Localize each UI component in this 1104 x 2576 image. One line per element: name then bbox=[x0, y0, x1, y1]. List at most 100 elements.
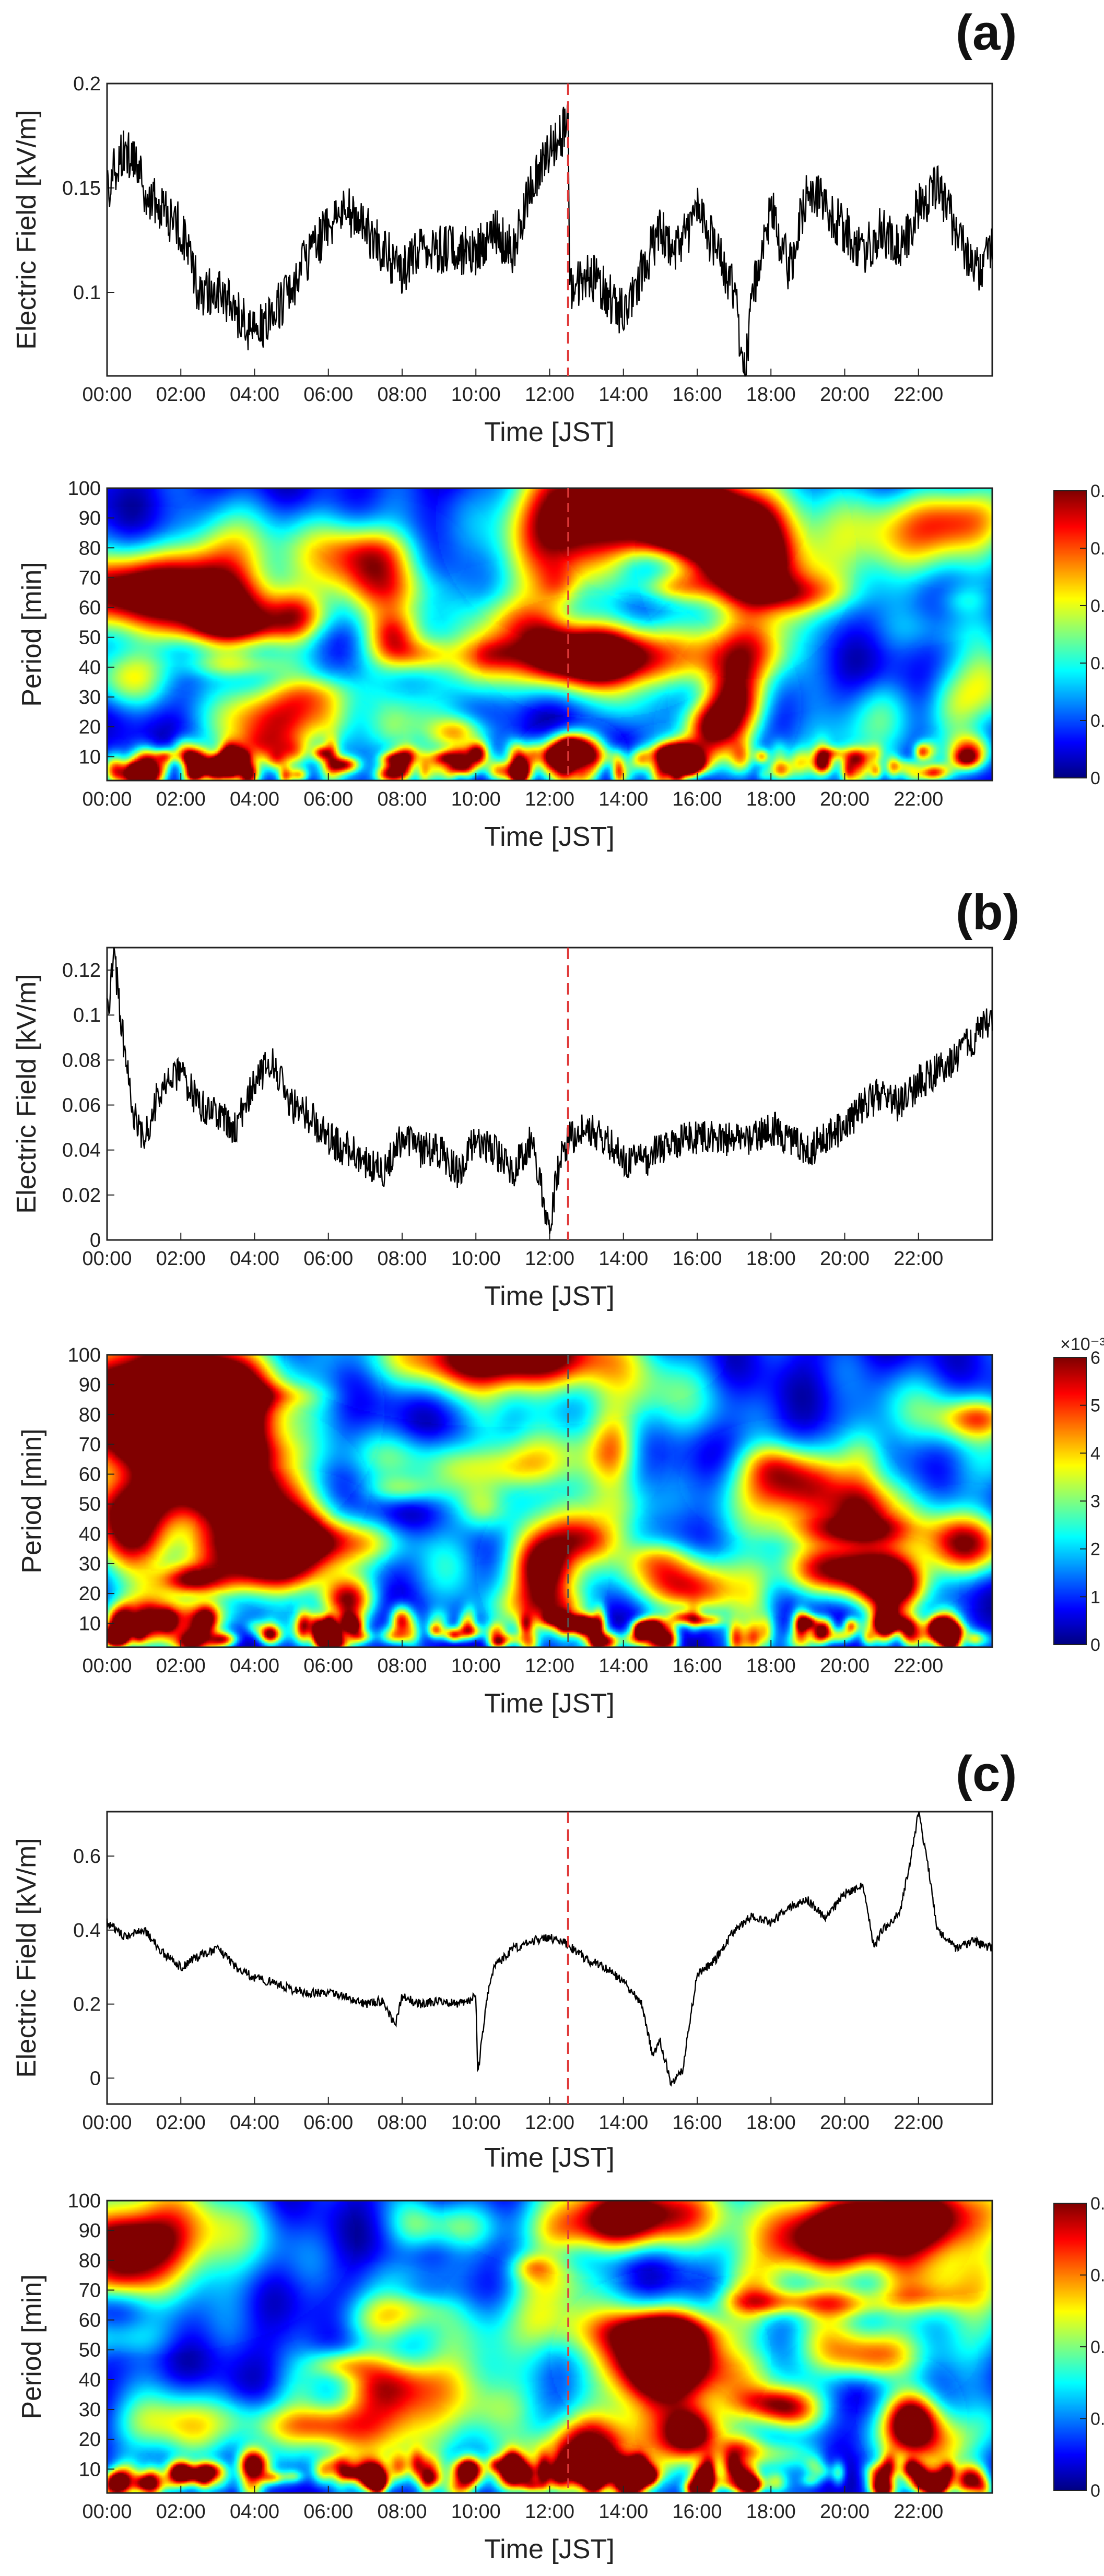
ytick-label: 0.06 bbox=[62, 1095, 101, 1117]
ytick-label: 50 bbox=[79, 1494, 101, 1516]
ytick-label: 0.2 bbox=[73, 73, 101, 95]
ytick-label: 40 bbox=[79, 657, 101, 679]
ytick-label: 0 bbox=[90, 1230, 101, 1251]
xtick-label: 10:00 bbox=[451, 2501, 501, 2523]
colorbar-ticks-c-wavelet: 0 0.01 0.02 0.03 0.04 bbox=[1080, 2194, 1104, 2501]
xtick-label: 02:00 bbox=[156, 2501, 206, 2523]
xticks-c-wavelet: 00:00 02:00 04:00 06:00 08:00 10:00 12:00 14:00… bbox=[82, 2486, 943, 2523]
ytick-label: 0.1 bbox=[73, 1005, 101, 1026]
colorbar-multiplier: ×10⁻³ bbox=[1060, 1334, 1104, 1354]
ytick-label: 0.1 bbox=[73, 282, 101, 304]
colorbar-tick-label: 0.02 bbox=[1090, 2337, 1104, 2357]
xtick-label: 22:00 bbox=[894, 1248, 943, 1270]
ytick-label: 10 bbox=[79, 746, 101, 768]
xlabel-c-line: Time [JST] bbox=[484, 2143, 614, 2173]
xtick-label: 04:00 bbox=[230, 2501, 279, 2523]
colorbar-tick-label: 0.04 bbox=[1090, 2194, 1104, 2214]
ytick-label: 80 bbox=[79, 2250, 101, 2272]
colorbar-tick-label: 0.01 bbox=[1090, 2409, 1104, 2429]
xtick-label: 14:00 bbox=[598, 384, 648, 406]
yticks-a-wavelet: 10 20 30 40 50 60 70 80 90 100 bbox=[68, 478, 114, 768]
colorbar-tick-label: 0.03 bbox=[1090, 2266, 1104, 2286]
xtick-label: 02:00 bbox=[156, 384, 206, 406]
colorbar-tick-label: 2 bbox=[1090, 1540, 1100, 1559]
xtick-label: 10:00 bbox=[451, 384, 501, 406]
xtick-label: 14:00 bbox=[598, 788, 648, 810]
chart-a-wavelet bbox=[106, 487, 1087, 782]
xtick-label: 20:00 bbox=[820, 384, 870, 406]
xtick-label: 02:00 bbox=[156, 788, 206, 810]
xtick-label: 20:00 bbox=[820, 1655, 870, 1677]
xtick-label: 08:00 bbox=[377, 788, 427, 810]
yticks-a-line: 0.1 0.15 0.2 bbox=[62, 73, 114, 304]
colorbar-tick-label: 0.008 bbox=[1090, 539, 1104, 559]
colorbar-tick-label: 0 bbox=[1090, 769, 1100, 788]
ytick-label: 100 bbox=[68, 478, 101, 500]
series-line-a-line bbox=[107, 102, 993, 377]
xtick-label: 04:00 bbox=[230, 788, 279, 810]
xtick-label: 10:00 bbox=[451, 2112, 501, 2134]
xtick-label: 22:00 bbox=[894, 2501, 943, 2523]
xtick-label: 12:00 bbox=[525, 1655, 574, 1677]
xtick-label: 08:00 bbox=[377, 384, 427, 406]
xlabel-c-wavelet: Time [JST] bbox=[484, 2534, 614, 2565]
ytick-label: 100 bbox=[68, 1344, 101, 1366]
xtick-label: 06:00 bbox=[303, 384, 353, 406]
xtick-label: 22:00 bbox=[894, 1655, 943, 1677]
xtick-label: 14:00 bbox=[598, 2112, 648, 2134]
xtick-label: 20:00 bbox=[820, 2112, 870, 2134]
colorbar-tick-label: 0 bbox=[1090, 2481, 1100, 2501]
ytick-label: 50 bbox=[79, 2339, 101, 2361]
colorbar-tick-label: 3 bbox=[1090, 1492, 1100, 1511]
colorbar-tick-label: 0.004 bbox=[1090, 654, 1104, 673]
ytick-label: 10 bbox=[79, 2459, 101, 2480]
xlabel-b-line: Time [JST] bbox=[484, 1281, 614, 1311]
ytick-label: 40 bbox=[79, 1523, 101, 1545]
xlabel-b-wavelet: Time [JST] bbox=[484, 1688, 614, 1719]
colorbar-tick-label: 0.006 bbox=[1090, 596, 1104, 616]
xtick-label: 04:00 bbox=[230, 2112, 279, 2134]
xtick-label: 16:00 bbox=[672, 384, 722, 406]
ytick-label: 90 bbox=[79, 507, 101, 529]
ytick-label: 30 bbox=[79, 2399, 101, 2421]
ytick-label: 50 bbox=[79, 627, 101, 649]
ytick-label: 0.02 bbox=[62, 1185, 101, 1207]
xtick-label: 04:00 bbox=[230, 384, 279, 406]
xtick-label: 10:00 bbox=[451, 788, 501, 810]
xtick-label: 16:00 bbox=[672, 788, 722, 810]
xtick-label: 06:00 bbox=[303, 1655, 353, 1677]
xticks-a-wavelet: 00:00 02:00 04:00 06:00 08:00 10:00 12:00 14:00… bbox=[82, 773, 943, 810]
xtick-label: 18:00 bbox=[746, 788, 796, 810]
xtick-label: 14:00 bbox=[598, 1655, 648, 1677]
xtick-label: 04:00 bbox=[230, 1655, 279, 1677]
ylabel-c-wavelet: Period [min] bbox=[17, 2274, 47, 2419]
chart-c-wavelet bbox=[106, 2200, 1087, 2494]
wavelet-heatmap-a bbox=[107, 488, 992, 781]
xtick-label: 12:00 bbox=[525, 788, 574, 810]
xtick-label: 06:00 bbox=[303, 2501, 353, 2523]
ytick-label: 0.4 bbox=[73, 1920, 101, 1942]
ytick-label: 30 bbox=[79, 1553, 101, 1575]
ytick-label: 20 bbox=[79, 2429, 101, 2451]
ytick-label: 70 bbox=[79, 567, 101, 589]
ytick-label: 90 bbox=[79, 1374, 101, 1396]
xtick-label: 00:00 bbox=[82, 2501, 132, 2523]
colorbar-tick-label: 0 bbox=[1090, 1635, 1100, 1655]
ytick-label: 20 bbox=[79, 1583, 101, 1605]
wavelet-heatmap-c bbox=[107, 2201, 992, 2493]
xtick-label: 22:00 bbox=[894, 2112, 943, 2134]
xtick-label: 16:00 bbox=[672, 1248, 722, 1270]
xtick-label: 12:00 bbox=[525, 2501, 574, 2523]
xtick-label: 06:00 bbox=[303, 788, 353, 810]
xtick-label: 18:00 bbox=[746, 2501, 796, 2523]
xtick-label: 04:00 bbox=[230, 1248, 279, 1270]
colorbar-a bbox=[1054, 491, 1086, 778]
wavelet-heatmap-b bbox=[107, 1355, 992, 1647]
xtick-label: 18:00 bbox=[746, 1655, 796, 1677]
xlabel-a-wavelet: Time [JST] bbox=[484, 822, 614, 852]
xtick-label: 20:00 bbox=[820, 1248, 870, 1270]
ytick-label: 0.08 bbox=[62, 1049, 101, 1071]
xtick-label: 02:00 bbox=[156, 2112, 206, 2134]
xtick-label: 10:00 bbox=[451, 1655, 501, 1677]
